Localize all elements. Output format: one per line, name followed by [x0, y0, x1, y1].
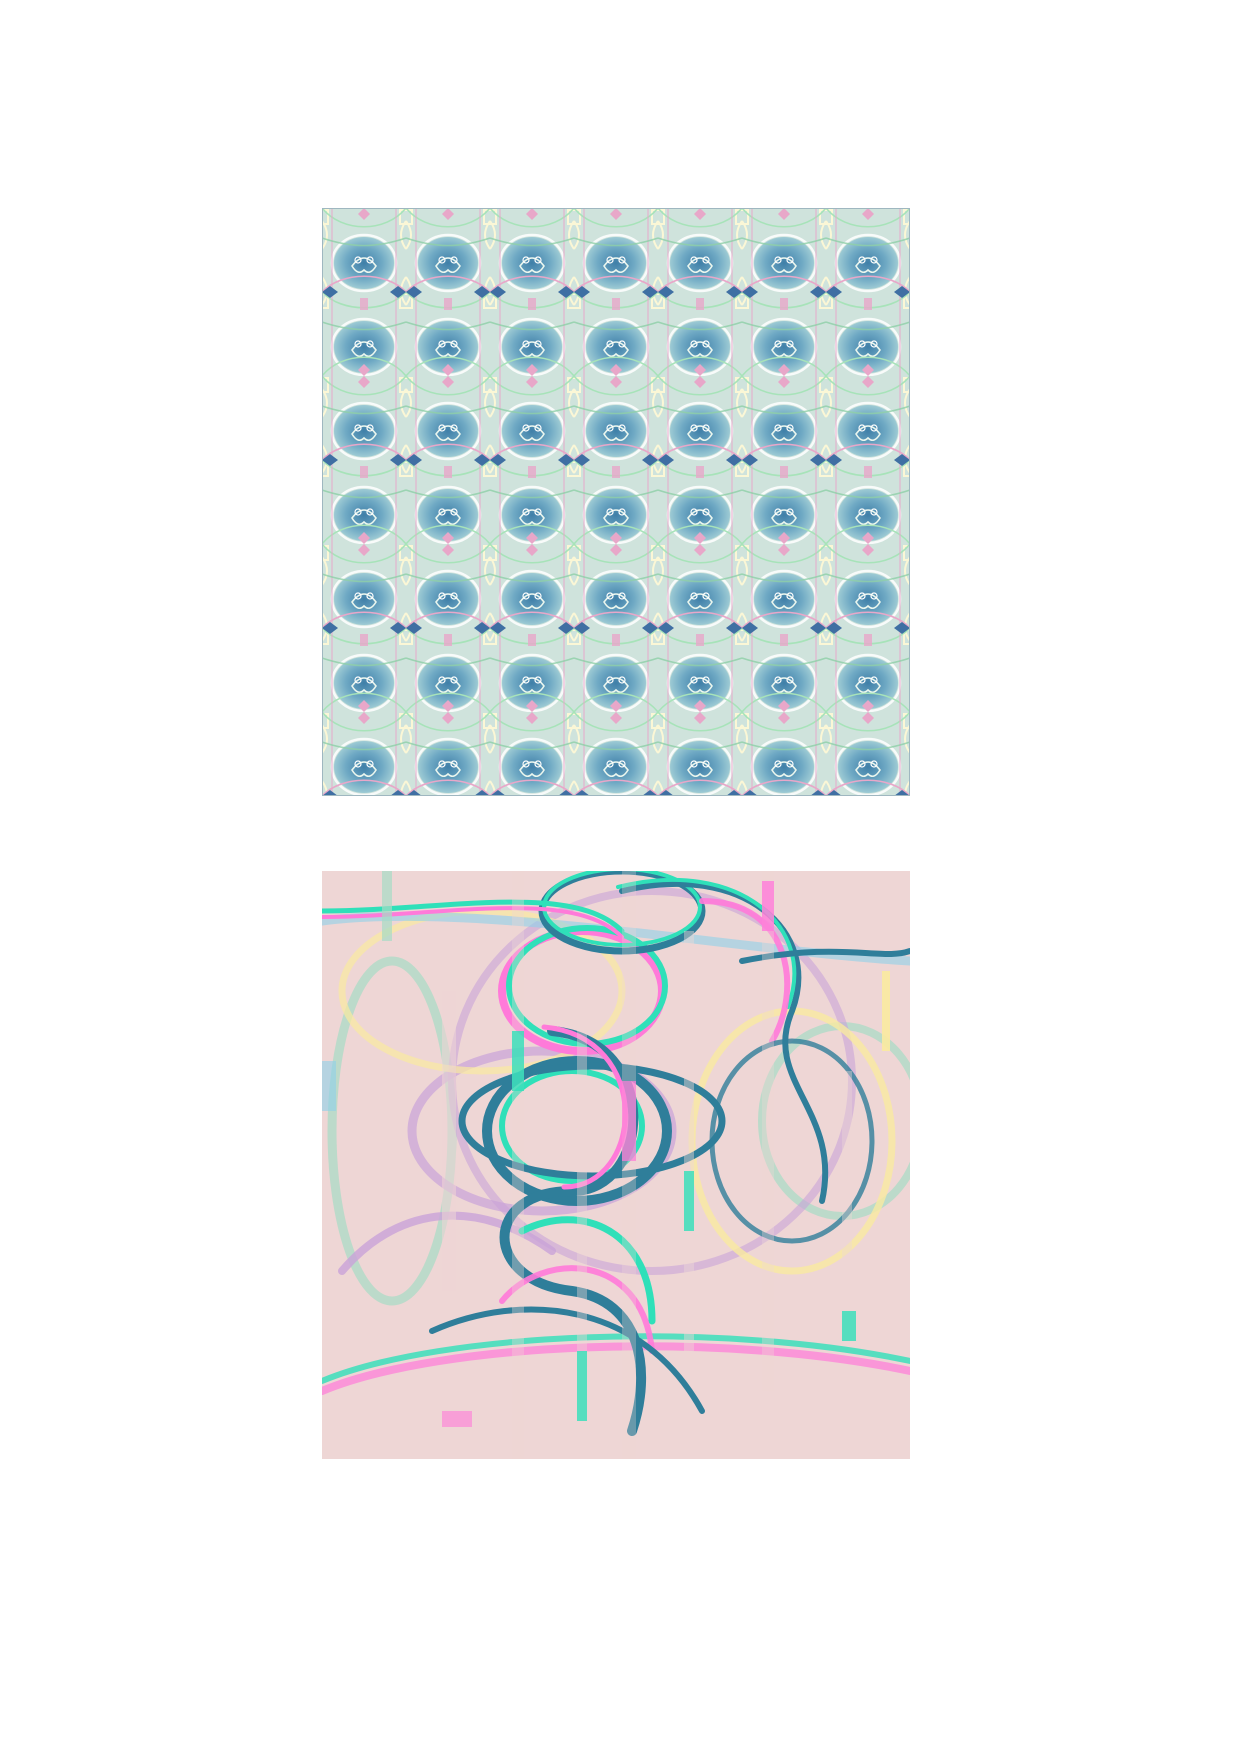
glitch-loops-artwork	[322, 871, 910, 1459]
kaleidoscope-artwork-canvas	[322, 208, 910, 796]
glitch-strips	[322, 871, 890, 1459]
loop-strokes	[322, 871, 910, 1436]
pattern-fill	[322, 208, 910, 796]
kaleidoscope-artwork	[322, 208, 910, 796]
pattern-border	[322, 208, 910, 796]
glitch-loops-artwork-canvas	[322, 871, 910, 1459]
